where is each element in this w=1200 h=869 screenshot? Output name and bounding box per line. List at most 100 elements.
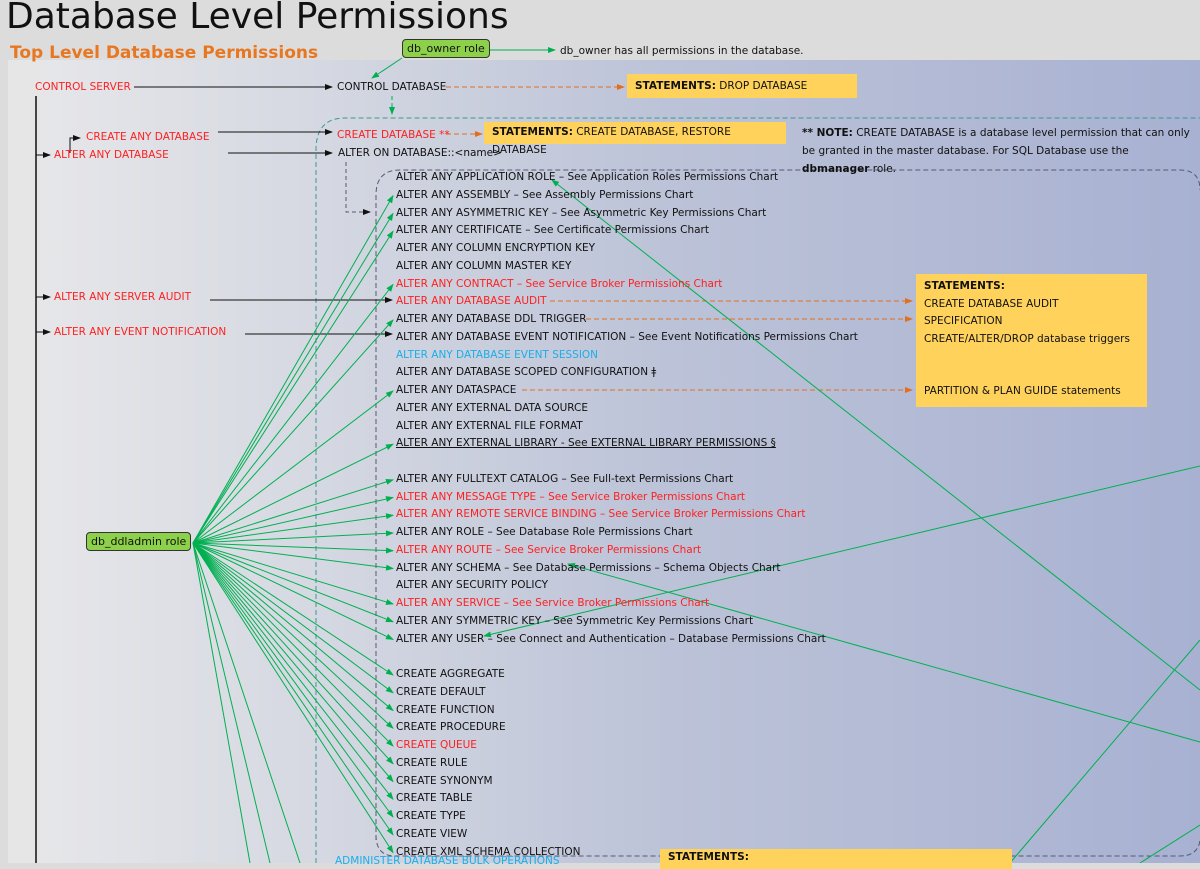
- note-text: role.: [869, 163, 897, 175]
- ddladmin-arrow: [192, 542, 394, 765]
- permission-item: ALTER ANY EXTERNAL DATA SOURCE: [396, 401, 589, 414]
- alter-any-server-audit: ALTER ANY SERVER AUDIT: [54, 291, 191, 303]
- db-owner-note: db_owner has all permissions in the data…: [560, 45, 804, 57]
- permission-item: ALTER ANY USER – See Connect and Authent…: [396, 632, 826, 645]
- left-strip: [8, 60, 36, 863]
- ddladmin-arrow: [192, 542, 394, 747]
- ddladmin-arrow: [192, 542, 394, 605]
- permission-item: ALTER ANY REMOTE SERVICE BINDING – See S…: [396, 508, 806, 521]
- ddladmin-scope-border: [375, 169, 1200, 840]
- ddladmin-arrow: [192, 542, 394, 571]
- section-title: Top Level Database Permissions: [10, 43, 319, 63]
- control-database: CONTROL DATABASE: [337, 81, 447, 93]
- permission-item: ALTER ANY DATASPACE: [396, 384, 517, 396]
- permission-item: CREATE TYPE: [396, 810, 466, 822]
- statements-label: STATEMENTS:: [492, 126, 573, 138]
- ddladmin-arrow: [192, 194, 394, 544]
- ddladmin-arrow: [192, 319, 394, 544]
- statements-bottom: STATEMENTS:: [660, 849, 1012, 869]
- permission-item: ALTER ANY ASSEMBLY – See Assembly Permis…: [396, 188, 694, 201]
- ddladmin-arrow: [192, 542, 394, 623]
- diagram-background: [8, 60, 1200, 863]
- alter-any-database: ALTER ANY DATABASE: [54, 149, 169, 161]
- statements-text: DROP DATABASE: [715, 80, 808, 92]
- ddladmin-arrow: [192, 542, 394, 676]
- create-database-note: ** NOTE: CREATE DATABASE is a database l…: [802, 124, 1197, 178]
- note-text: CREATE DATABASE is a database level perm…: [802, 127, 1190, 157]
- permission-item: ALTER ANY ROUTE – See Service Broker Per…: [396, 543, 702, 556]
- permission-item: ALTER ANY COLUMN MASTER KEY: [396, 259, 572, 272]
- permission-item: ALTER ANY DATABASE AUDIT: [396, 295, 547, 308]
- ddladmin-arrow: [192, 230, 394, 544]
- permission-item: ALTER ANY CONTRACT – See Service Broker …: [396, 277, 723, 290]
- ddladmin-arrow: [192, 542, 394, 783]
- permission-item: CREATE SYNONYM: [396, 774, 493, 787]
- ddladmin-arrow: [192, 542, 394, 854]
- create-database: CREATE DATABASE **: [337, 129, 450, 141]
- permission-item: CREATE FUNCTION: [396, 703, 495, 716]
- permission-item: ALTER ANY SERVICE – See Service Broker P…: [396, 597, 710, 609]
- note-bold: dbmanager: [802, 163, 870, 175]
- ddladmin-arrow: [192, 542, 394, 554]
- permission-item: ALTER ANY SECURITY POLICY: [396, 579, 549, 592]
- db-owner-role-box: db_owner role: [402, 39, 490, 58]
- statements-label: STATEMENTS:: [635, 80, 716, 92]
- permission-item: ALTER ANY CERTIFICATE – See Certificate …: [396, 224, 709, 237]
- permission-item: ALTER ANY DATABASE EVENT NOTIFICATION – …: [396, 330, 858, 343]
- ddladmin-arrow: [192, 513, 394, 544]
- ddladmin-arrow: [192, 542, 251, 863]
- permission-item: ALTER ANY DATABASE EVENT SESSION: [396, 348, 599, 361]
- ddladmin-arrow: [192, 542, 394, 729]
- ddladmin-arrow: [192, 212, 394, 544]
- permission-item: ALTER ANY SCHEMA – See Database Permissi…: [396, 561, 781, 574]
- control-server: CONTROL SERVER: [35, 81, 131, 93]
- ddladmin-arrow: [192, 283, 394, 544]
- create-any-database: CREATE ANY DATABASE: [86, 131, 210, 143]
- ddladmin-arrow: [192, 443, 394, 544]
- alter-on-database: ALTER ON DATABASE::<name>: [338, 147, 502, 159]
- permission-item: ALTER ANY APPLICATION ROLE – See Applica…: [396, 171, 779, 183]
- statements-line: CREATE/ALTER/DROP database triggers: [924, 332, 1130, 345]
- permission-item: CREATE AGGREGATE: [396, 668, 505, 680]
- statements-audit-triggers: STATEMENTS: CREATE DATABASE AUDIT SPECIF…: [916, 274, 1147, 407]
- permission-item: CREATE VIEW: [396, 827, 468, 840]
- permission-item: ALTER ANY MESSAGE TYPE – See Service Bro…: [396, 490, 745, 503]
- permission-item: ALTER ANY EXTERNAL FILE FORMAT: [396, 419, 583, 432]
- permission-item: ALTER ANY ASYMMETRIC KEY – See Asymmetri…: [396, 206, 767, 219]
- page-title: Database Level Permissions: [6, 0, 509, 37]
- ddladmin-arrow: [192, 390, 394, 544]
- permission-item: ALTER ANY COLUMN ENCRYPTION KEY: [396, 242, 596, 254]
- ddladmin-arrow: [192, 542, 394, 801]
- permission-item: ALTER ANY DATABASE DDL TRIGGER: [396, 313, 587, 325]
- permission-item: CREATE RULE: [396, 756, 468, 769]
- ddladmin-arrow: [192, 530, 394, 544]
- permission-item: CREATE XML SCHEMA COLLECTION: [396, 845, 581, 858]
- permission-item: CREATE QUEUE: [396, 739, 477, 751]
- permission-item: ALTER ANY DATABASE SCOPED CONFIGURATION …: [396, 366, 657, 379]
- database-scope-border: [315, 117, 1200, 863]
- ddladmin-arrow: [192, 542, 301, 863]
- permission-item: CREATE DEFAULT: [396, 685, 486, 698]
- statements-line: PARTITION & PLAN GUIDE statements: [924, 385, 1121, 397]
- permission-item: CREATE PROCEDURE: [396, 721, 506, 734]
- permission-item: ALTER ANY EXTERNAL LIBRARY - See EXTERNA…: [396, 437, 776, 450]
- alter-any-event-notification: ALTER ANY EVENT NOTIFICATION: [54, 326, 227, 338]
- ddladmin-arrow: [192, 542, 271, 863]
- ddladmin-arrow: [192, 479, 394, 544]
- ddladmin-arrow: [192, 542, 394, 640]
- statements-drop-database: STATEMENTS: DROP DATABASE: [627, 74, 857, 98]
- note-prefix: ** NOTE:: [802, 127, 853, 139]
- ddladmin-arrow: [192, 542, 394, 712]
- db-ddladmin-role-box: db_ddladmin role: [86, 532, 192, 551]
- permission-item: ALTER ANY SYMMETRIC KEY – See Symmetric …: [396, 614, 754, 627]
- statements-label: STATEMENTS:: [924, 280, 1005, 292]
- statements-create-database: STATEMENTS: CREATE DATABASE, RESTORE DAT…: [484, 122, 786, 156]
- ddladmin-arrow: [192, 542, 394, 818]
- permission-item: ALTER ANY FULLTEXT CATALOG – See Full-te…: [396, 472, 734, 485]
- ddladmin-arrow: [192, 542, 394, 694]
- ddladmin-arrow: [192, 542, 394, 836]
- ddladmin-arrow: [192, 496, 394, 544]
- statements-label: STATEMENTS:: [668, 851, 749, 863]
- permission-item: ALTER ANY ROLE – See Database Role Permi…: [396, 526, 693, 538]
